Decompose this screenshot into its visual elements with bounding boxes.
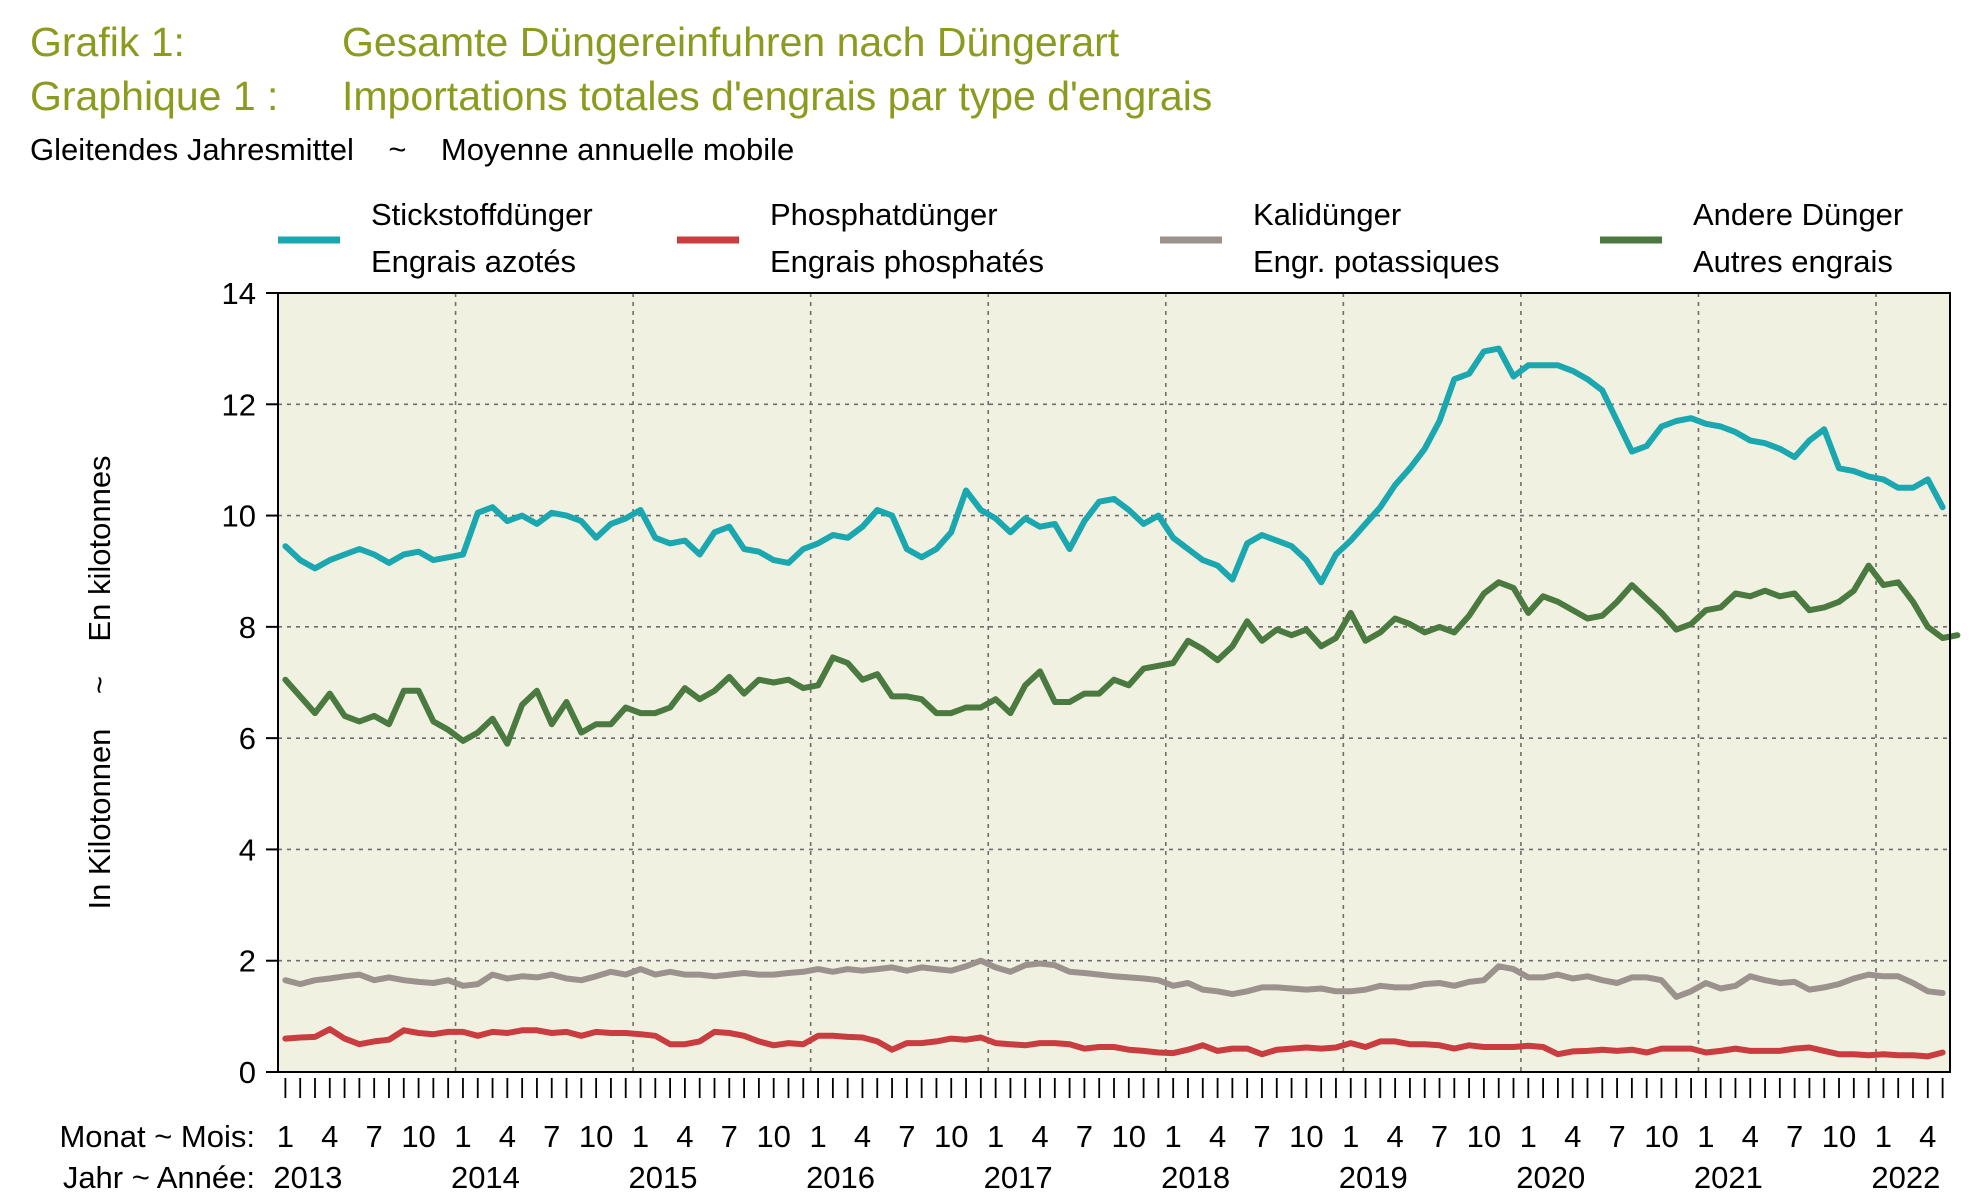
x-month-label: 4 — [499, 1119, 516, 1154]
x-month-label: 10 — [756, 1119, 790, 1154]
legend-label-de-2: Phosphatdünger — [770, 197, 998, 232]
x-month-label: 4 — [1919, 1119, 1936, 1154]
x-month-label: 7 — [543, 1119, 560, 1154]
y-tick-label: 0 — [239, 1055, 256, 1090]
x-month-label: 4 — [854, 1119, 871, 1154]
x-month-label: 1 — [1520, 1119, 1537, 1154]
x-year-label: 2013 — [273, 1160, 342, 1195]
x-month-label: 4 — [1387, 1119, 1404, 1154]
y-tick-label: 8 — [239, 610, 256, 645]
x-year-label: 2022 — [1871, 1160, 1940, 1195]
title-german-label: Grafik 1: — [30, 19, 185, 65]
x-month-label: 7 — [366, 1119, 383, 1154]
month-row-label: Monat ~ Mois: — [59, 1119, 255, 1154]
x-year-label: 2018 — [1161, 1160, 1230, 1195]
y-tick-label: 10 — [222, 499, 256, 534]
x-month-label: 4 — [1209, 1119, 1226, 1154]
x-month-label: 1 — [454, 1119, 471, 1154]
x-year-label: 2015 — [629, 1160, 698, 1195]
legend-label-de-4: Andere Dünger — [1693, 197, 1903, 232]
y-tick-label: 12 — [222, 387, 256, 422]
x-month-label: 4 — [1742, 1119, 1759, 1154]
x-month-label: 10 — [1112, 1119, 1146, 1154]
x-month-label: 10 — [1289, 1119, 1323, 1154]
x-month-label: 7 — [1431, 1119, 1448, 1154]
legend-label-fr-2: Engrais phosphatés — [770, 244, 1044, 279]
x-month-label: 4 — [676, 1119, 693, 1154]
x-month-label: 7 — [1076, 1119, 1093, 1154]
legend-label-fr-4: Autres engrais — [1693, 244, 1893, 279]
series-group — [282, 345, 1961, 1060]
plot-frame — [277, 292, 1951, 1073]
x-month-label: 10 — [1467, 1119, 1501, 1154]
x-month-label: 1 — [1697, 1119, 1714, 1154]
x-month-label: 1 — [1342, 1119, 1359, 1154]
y-axis: 0 2 4 6 8 10 12 14 — [222, 276, 278, 1090]
y-tick-label: 2 — [239, 944, 256, 979]
x-month-label: 10 — [934, 1119, 968, 1154]
x-year-label: 2019 — [1339, 1160, 1408, 1195]
x-month-label: 1 — [809, 1119, 826, 1154]
legend-label-fr-1: Engrais azotés — [371, 244, 576, 279]
x-year-label: 2014 — [451, 1160, 520, 1195]
x-month-label: 10 — [1644, 1119, 1678, 1154]
x-month-label: 7 — [1786, 1119, 1803, 1154]
x-month-label: 4 — [321, 1119, 338, 1154]
title-german-text: Gesamte Düngereinfuhren nach Düngerart — [342, 19, 1120, 65]
x-month-label: 1 — [632, 1119, 649, 1154]
title-french-text: Importations totales d'engrais par type … — [342, 73, 1213, 119]
x-month-label: 7 — [721, 1119, 738, 1154]
series-line-1 — [282, 345, 1946, 586]
x-month-label: 4 — [1031, 1119, 1048, 1154]
y-tick-label: 6 — [239, 721, 256, 756]
series-line-4 — [282, 562, 1961, 747]
x-month-label: 7 — [1253, 1119, 1270, 1154]
x-month-label: 7 — [898, 1119, 915, 1154]
y-tick-label: 4 — [239, 832, 256, 867]
year-row-label: Jahr ~ Année: — [63, 1160, 255, 1195]
x-month-label: 1 — [987, 1119, 1004, 1154]
grid-lines — [278, 293, 1950, 1072]
x-year-label: 2016 — [806, 1160, 875, 1195]
series-line-2 — [282, 1026, 1946, 1060]
x-month-label: 10 — [1822, 1119, 1856, 1154]
x-month-label: 1 — [1875, 1119, 1892, 1154]
legend-label-fr-3: Engr. potassiques — [1253, 244, 1499, 279]
series-line-3 — [282, 957, 1946, 1000]
x-month-label: 1 — [277, 1119, 294, 1154]
x-month-label: 10 — [401, 1119, 435, 1154]
legend-label-de-3: Kalidünger — [1253, 197, 1401, 232]
title-french-label: Graphique 1 : — [30, 73, 279, 119]
legend: Stickstoffdünger Engrais azotés Phosphatdü… — [278, 197, 1903, 279]
x-year-label: 2020 — [1516, 1160, 1585, 1195]
x-month-label: 1 — [1165, 1119, 1182, 1154]
legend-label-de-1: Stickstoffdünger — [371, 197, 593, 232]
x-month-label: 4 — [1564, 1119, 1581, 1154]
y-axis-title: In Kilotonnen ~ En kilotonnes — [82, 455, 117, 909]
x-year-label: 2017 — [984, 1160, 1053, 1195]
x-year-label: 2021 — [1694, 1160, 1763, 1195]
x-month-label: 10 — [579, 1119, 613, 1154]
x-month-label: 7 — [1608, 1119, 1625, 1154]
y-tick-label: 14 — [222, 276, 256, 311]
subtitle: Gleitendes Jahresmittel ~ Moyenne annuel… — [30, 132, 795, 167]
